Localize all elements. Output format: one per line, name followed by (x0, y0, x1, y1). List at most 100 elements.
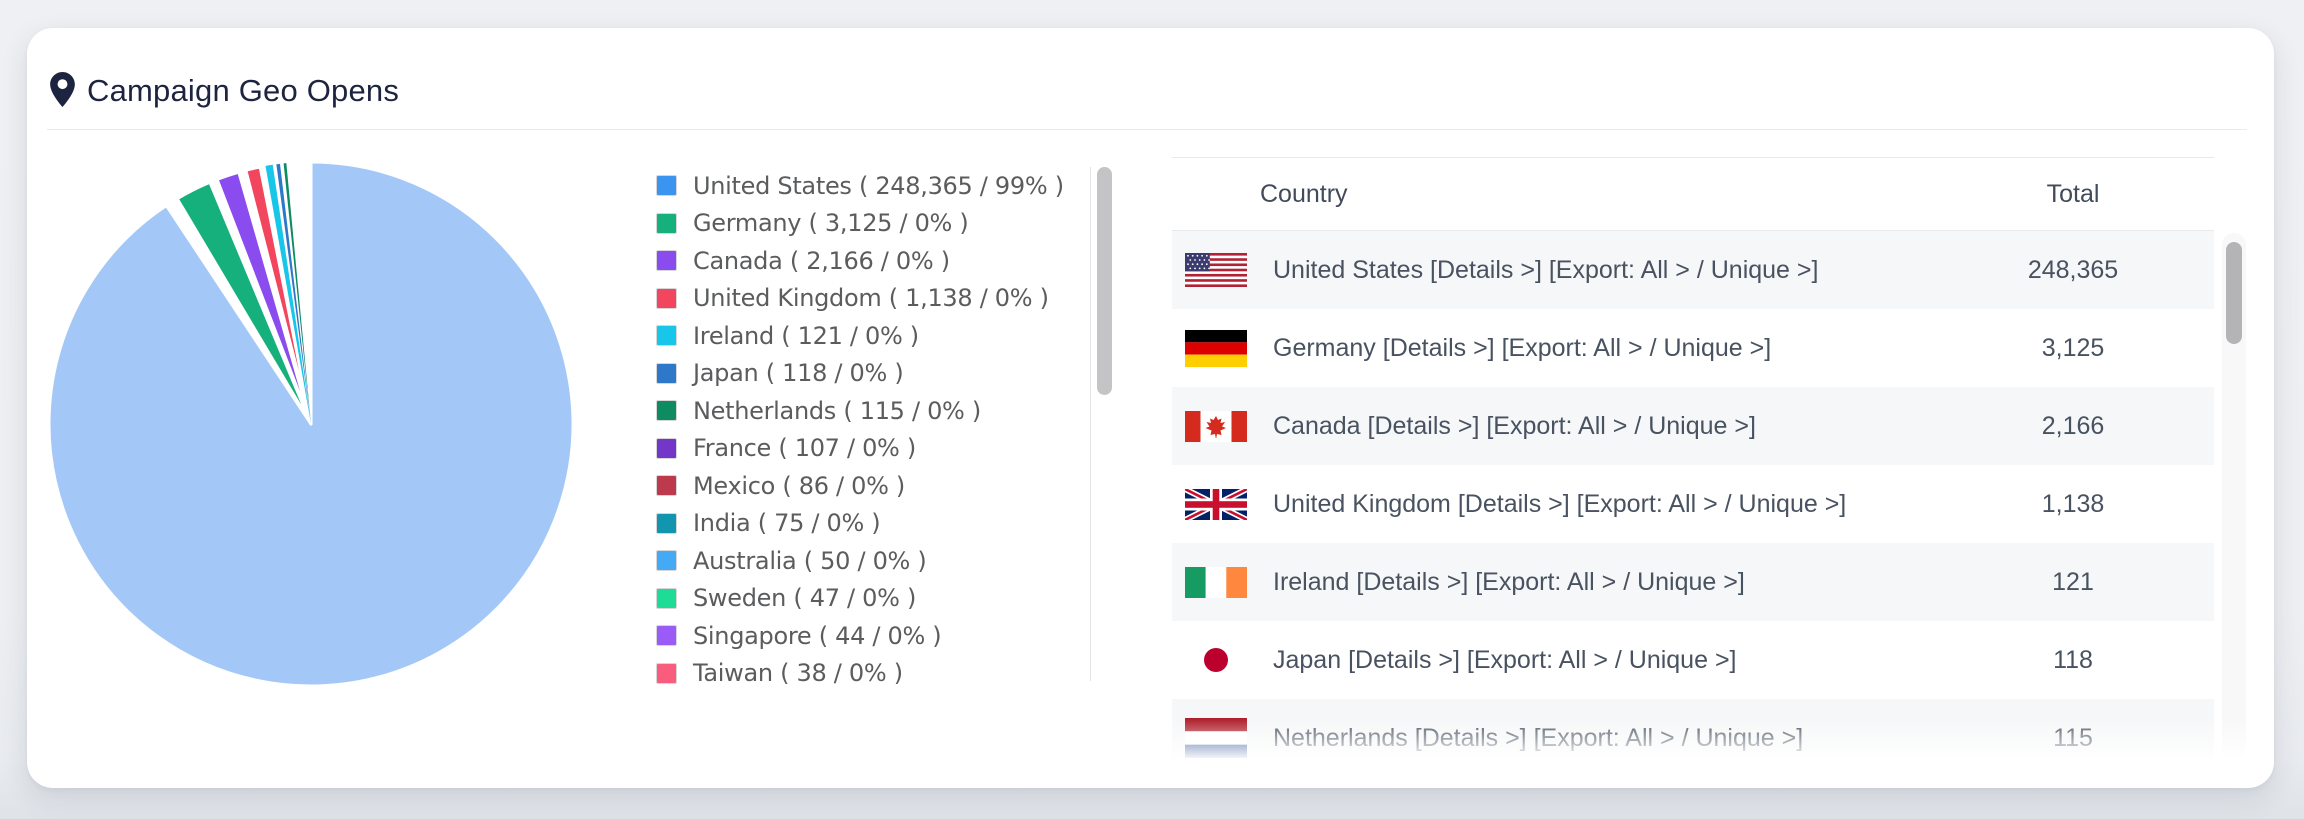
row-total: 121 (2052, 567, 2094, 596)
legend-label: Singapore ( 44 / 0% ) (693, 621, 942, 650)
gb-flag-icon (1172, 488, 1273, 520)
table-body: United States [Details >] [Export: All >… (1172, 231, 2214, 767)
ie-flag-icon (1172, 566, 1273, 598)
row-country-text: Canada [Details >] [Export: All > / Uniq… (1273, 412, 1953, 441)
legend-label: Netherlands ( 115 / 0% ) (693, 396, 981, 425)
row-total: 248,365 (2027, 255, 2119, 284)
details-link[interactable]: [Details >] (1430, 255, 1542, 284)
details-link[interactable]: [Details >] (1457, 489, 1570, 518)
legend-swatch (656, 550, 677, 572)
details-link[interactable]: [Details >] (1356, 567, 1469, 596)
legend-swatch (656, 625, 677, 647)
legend-swatch (656, 362, 677, 384)
legend-swatch (656, 512, 677, 534)
legend-item-sweden[interactable]: Sweden ( 47 / 0% ) (656, 580, 1090, 618)
table-row-us: United States [Details >] [Export: All >… (1172, 231, 2214, 309)
row-total: 115 (2053, 723, 2093, 752)
legend-label: India ( 75 / 0% ) (693, 509, 881, 538)
jp-flag-icon (1172, 645, 1273, 675)
legend-label: Germany ( 3,125 / 0% ) (693, 209, 969, 238)
export-links[interactable]: [Export: All > / Unique >] (1466, 645, 1737, 674)
page-title: Campaign Geo Opens (87, 73, 400, 108)
legend-item-mexico[interactable]: Mexico ( 86 / 0% ) (656, 467, 1090, 505)
country-name: United States (1273, 255, 1424, 284)
row-country-text: United States [Details >] [Export: All >… (1273, 256, 1953, 285)
legend-item-netherlands[interactable]: Netherlands ( 115 / 0% ) (656, 392, 1090, 430)
header-divider (47, 129, 2247, 130)
details-link[interactable]: [Details >] (1367, 411, 1480, 440)
details-link[interactable]: [Details >] (1414, 723, 1527, 752)
campaign-geo-opens-card: Campaign Geo Opens United States ( 248,3… (27, 28, 2274, 788)
table-row-ca: Canada [Details >] [Export: All > / Uniq… (1172, 387, 2214, 465)
legend-swatch (656, 662, 677, 684)
geo-opens-pie-chart (47, 160, 575, 688)
pie-slice-ireland[interactable] (265, 164, 312, 424)
pie-slice-canada[interactable] (215, 170, 313, 426)
row-country-text: Germany [Details >] [Export: All > / Uni… (1273, 334, 1953, 363)
legend-label: United States ( 248,365 / 99% ) (693, 171, 1064, 200)
row-total: 118 (2053, 645, 2093, 674)
legend-swatch (656, 175, 677, 197)
table-row-nl: Netherlands [Details >] [Export: All > /… (1172, 699, 2214, 767)
export-links[interactable]: [Export: All > / Unique >] (1486, 411, 1756, 440)
de-flag-icon (1172, 329, 1273, 367)
legend-label: Mexico ( 86 / 0% ) (693, 471, 905, 500)
row-country-text: Ireland [Details >] [Export: All > / Uni… (1273, 568, 1953, 597)
legend-label: Japan ( 118 / 0% ) (693, 359, 904, 388)
details-link[interactable]: [Details >] (1382, 333, 1495, 362)
row-total: 1,138 (2041, 489, 2105, 518)
column-header-total: Total (2046, 179, 2100, 208)
table-row-ie: Ireland [Details >] [Export: All > / Uni… (1172, 543, 2214, 621)
table-scrollbar-thumb[interactable] (2226, 242, 2242, 344)
country-name: Ireland (1273, 567, 1350, 596)
legend-item-ireland[interactable]: Ireland ( 121 / 0% ) (656, 317, 1090, 355)
row-total: 2,166 (2041, 411, 2105, 440)
legend-label: Ireland ( 121 / 0% ) (693, 321, 919, 350)
legend-item-singapore[interactable]: Singapore ( 44 / 0% ) (656, 617, 1090, 655)
export-links[interactable]: [Export: All > / Unique >] (1548, 255, 1819, 284)
location-pin-icon (50, 72, 75, 107)
legend-scrollbar-thumb[interactable] (1097, 167, 1112, 395)
pie-slice-netherlands[interactable] (283, 163, 311, 424)
row-total: 3,125 (2041, 333, 2105, 362)
country-name: Canada (1273, 411, 1361, 440)
legend-label: Canada ( 2,166 / 0% ) (693, 246, 950, 275)
legend-swatch (656, 475, 677, 497)
legend-scrollbar-track[interactable] (1090, 167, 1091, 681)
legend-item-france[interactable]: France ( 107 / 0% ) (656, 430, 1090, 468)
legend-item-australia[interactable]: Australia ( 50 / 0% ) (656, 542, 1090, 580)
legend-item-canada[interactable]: Canada ( 2,166 / 0% ) (656, 242, 1090, 280)
legend-swatch (656, 325, 677, 347)
legend-swatch (656, 287, 677, 309)
country-name: Netherlands (1273, 723, 1408, 752)
legend-swatch (656, 587, 677, 609)
table-row-de: Germany [Details >] [Export: All > / Uni… (1172, 309, 2214, 387)
legend-swatch (656, 400, 677, 422)
export-links[interactable]: [Export: All > / Unique >] (1576, 489, 1847, 518)
table-scrollbar-track[interactable] (2222, 233, 2246, 761)
pie-slice-japan[interactable] (276, 163, 311, 424)
country-name: United Kingdom (1273, 489, 1451, 518)
table-row-jp: Japan [Details >] [Export: All > / Uniqu… (1172, 621, 2214, 699)
country-name: Germany (1273, 333, 1376, 362)
legend-item-united-kingdom[interactable]: United Kingdom ( 1,138 / 0% ) (656, 280, 1090, 318)
legend-label: Sweden ( 47 / 0% ) (693, 584, 917, 613)
nl-flag-icon (1172, 718, 1273, 758)
pie-legend: United States ( 248,365 / 99% ) Germany (… (656, 167, 1090, 694)
legend-item-united-states[interactable]: United States ( 248,365 / 99% ) (656, 167, 1090, 205)
export-links[interactable]: [Export: All > / Unique >] (1533, 723, 1804, 752)
legend-item-japan[interactable]: Japan ( 118 / 0% ) (656, 355, 1090, 393)
legend-item-taiwan[interactable]: Taiwan ( 38 / 0% ) (656, 655, 1090, 693)
country-name: Japan (1273, 645, 1342, 674)
legend-label: France ( 107 / 0% ) (693, 434, 916, 463)
legend-swatch (656, 437, 677, 459)
legend-label: Australia ( 50 / 0% ) (693, 546, 927, 575)
details-link[interactable]: [Details >] (1348, 645, 1460, 674)
legend-item-india[interactable]: India ( 75 / 0% ) (656, 505, 1090, 543)
export-links[interactable]: [Export: All > / Unique >] (1475, 567, 1745, 596)
legend-item-germany[interactable]: Germany ( 3,125 / 0% ) (656, 205, 1090, 243)
export-links[interactable]: [Export: All > / Unique >] (1501, 333, 1772, 362)
pie-slice-germany[interactable] (175, 180, 313, 426)
pie-slice-united-kingdom[interactable] (244, 165, 313, 426)
